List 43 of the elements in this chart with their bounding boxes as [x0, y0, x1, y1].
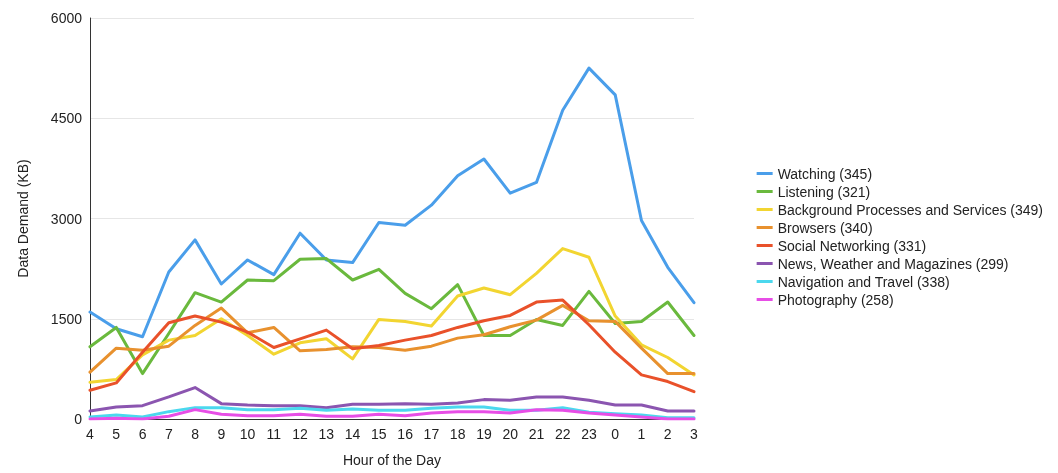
x-tick-label: 23	[581, 426, 597, 442]
legend-label: Navigation and Travel (338)	[777, 273, 950, 290]
y-tick-label: 6000	[50, 10, 83, 26]
legend-label: Social Networking (331)	[777, 237, 927, 254]
x-tick-label: 0	[611, 426, 620, 442]
legend-label: Browsers (340)	[777, 219, 873, 236]
x-tick-label: 4	[86, 426, 95, 442]
legend-label: Watching (345)	[777, 165, 873, 182]
legend-label: Photography (258)	[777, 291, 894, 308]
x-tick-label: 11	[266, 426, 282, 442]
y-tick-label: 0	[74, 411, 83, 427]
x-tick-label: 8	[191, 426, 200, 442]
x-tick-label: 13	[318, 426, 335, 442]
x-tick-label: 14	[344, 426, 361, 442]
legend-label: Listening (321)	[777, 183, 871, 200]
x-tick-label: 17	[423, 426, 440, 442]
x-tick-label: 22	[554, 426, 571, 442]
x-tick-label: 19	[476, 426, 492, 442]
y-tick-label: 3000	[50, 210, 83, 227]
x-tick-label: 9	[217, 426, 226, 442]
x-tick-label: 7	[164, 426, 173, 442]
line-series	[88, 386, 696, 413]
line-series	[88, 66, 696, 339]
x-tick-label: 5	[112, 426, 121, 442]
y-tick-label: 4500	[50, 110, 83, 127]
y-tick-label: 1500	[50, 310, 83, 327]
x-tick-label: 6	[138, 426, 147, 442]
x-tick-label: 3	[690, 426, 699, 442]
x-tick-label: 1	[637, 426, 646, 442]
line-series	[88, 298, 696, 394]
x-tick-label: 2	[663, 426, 672, 442]
x-tick-label: 18	[449, 426, 466, 442]
x-tick-label: 10	[239, 426, 256, 442]
line-series	[88, 303, 696, 376]
x-tick-label: 15	[371, 426, 387, 442]
legend-label: Background Processes and Services (349)	[777, 201, 1043, 218]
x-tick-label: 20	[502, 426, 519, 442]
legend-label: News, Weather and Magazines (299)	[777, 255, 1009, 272]
x-axis-title: Hour of the Day	[342, 452, 442, 468]
x-tick-label: 21	[528, 426, 545, 442]
y-axis-title: Data Demand (KB)	[15, 159, 31, 278]
x-tick-label: 16	[397, 426, 414, 442]
x-tick-label: 12	[292, 426, 309, 442]
